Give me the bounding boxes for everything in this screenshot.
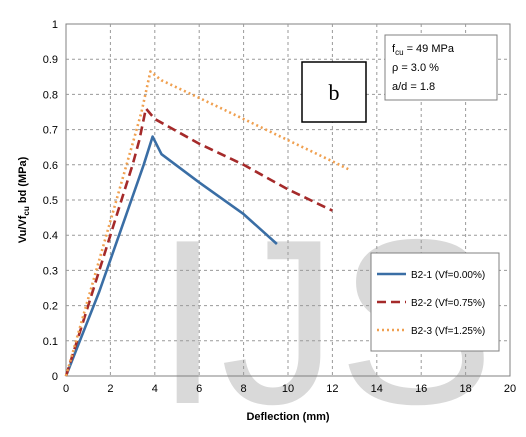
info-reinforcement-ratio: ρ = 3.0 % (392, 62, 439, 74)
y-tick-label: 0.6 (43, 160, 58, 172)
y-axis-label-rest: bd (MPa) (17, 156, 29, 206)
legend-label-2: B2-2 (Vf=0.75%) (411, 298, 485, 309)
info-shear-span: a/d = 1.8 (392, 81, 435, 93)
x-tick-label: 18 (459, 383, 471, 395)
info-box (384, 34, 498, 101)
y-tick-label: 0.1 (43, 336, 58, 348)
x-tick-label: 0 (63, 383, 69, 395)
legend-label-3: B2-3 (Vf=1.25%) (411, 326, 485, 337)
y-tick-label: 0.4 (43, 230, 58, 242)
y-axis-label: Vu/Vfcu bd (MPa) (17, 156, 31, 243)
info-f-value: = 49 MPa (404, 43, 455, 55)
y-tick-label: 0 (52, 371, 58, 383)
panel-label: b (329, 80, 340, 105)
x-axis-label: Deflection (mm) (246, 411, 329, 423)
info-concrete-strength: fcu = 49 MPa (392, 43, 455, 57)
x-tick-labels: 0 2 4 6 8 10 12 14 16 18 20 (63, 383, 516, 395)
grid (66, 24, 510, 376)
series-lines (64, 70, 351, 377)
x-tick-label: 12 (326, 383, 338, 395)
legend-label-1: B2-1 (Vf=0.00%) (411, 270, 485, 281)
y-tick-label: 0.3 (43, 265, 58, 277)
y-tick-label: 0.9 (43, 54, 58, 66)
x-tick-label: 4 (152, 383, 158, 395)
y-tick-label: 0.7 (43, 125, 58, 137)
series-line-1 (64, 135, 278, 377)
x-tick-label: 6 (196, 383, 202, 395)
x-tick-label: 2 (107, 383, 113, 395)
y-tick-label: 0.8 (43, 89, 58, 101)
x-tick-label: 8 (241, 383, 247, 395)
x-tick-label: 14 (371, 383, 383, 395)
x-tick-label: 16 (415, 383, 427, 395)
info-f: f (392, 43, 396, 55)
info-f-sub: cu (395, 48, 403, 57)
x-tick-label: 20 (504, 383, 516, 395)
series-line-2 (64, 107, 333, 377)
y-axis-label-main: Vu/Vf (17, 215, 29, 243)
panel-label-box (301, 61, 367, 123)
y-axis-label-sub: cu (22, 206, 31, 215)
y-tick-label: 0.5 (43, 195, 58, 207)
y-tick-labels: 0 0.1 0.2 0.3 0.4 0.5 0.6 0.7 0.8 0.9 1 (43, 19, 58, 383)
y-tick-label: 0.2 (43, 301, 58, 313)
legend: B2-1 (Vf=0.00%) B2-2 (Vf=0.75%) B2-3 (Vf=1… (370, 252, 500, 352)
y-tick-label: 1 (52, 19, 58, 31)
x-tick-label: 10 (282, 383, 294, 395)
